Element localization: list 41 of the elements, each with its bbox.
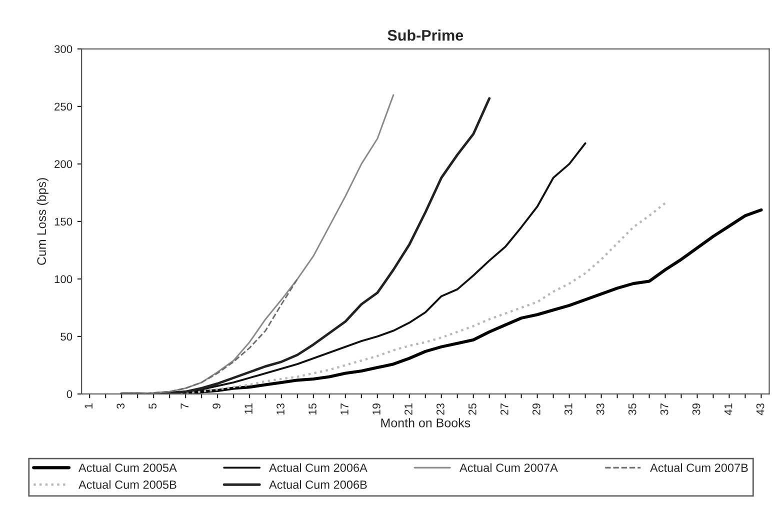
legend-label: Actual Cum 2005B — [78, 480, 176, 489]
legend-label: Actual Cum 2006A — [269, 463, 368, 472]
x-tick-label: 19 — [372, 404, 380, 415]
x-tick-label: 29 — [532, 404, 540, 415]
legend-label: Actual Cum 2007B — [650, 463, 748, 472]
y-tick-label: 100 — [54, 275, 72, 284]
chart-title: Sub-Prime — [388, 30, 464, 41]
x-tick-label: 31 — [564, 404, 572, 415]
legend-label: Actual Cum 2006B — [269, 480, 367, 489]
x-tick-label: 15 — [308, 403, 316, 415]
x-tick-label: 5 — [148, 403, 157, 409]
x-tick-label: 13 — [276, 403, 284, 415]
y-tick-label: 200 — [54, 160, 72, 168]
x-tick-label: 25 — [468, 403, 476, 415]
line-series — [120, 278, 298, 394]
y-tick-label: 300 — [54, 45, 72, 54]
x-tick-label: 23 — [436, 403, 444, 415]
line-series — [120, 97, 491, 394]
legend-label: Actual Cum 2005A — [78, 463, 177, 472]
y-tick-label: 0 — [66, 390, 72, 398]
x-tick-label: 43 — [756, 403, 764, 416]
x-tick-label: 39 — [692, 404, 700, 415]
y-tick-label: 150 — [54, 218, 72, 226]
y-tick-label: 250 — [54, 102, 72, 111]
x-tick-label: 37 — [660, 404, 668, 415]
x-tick-label: 21 — [404, 404, 412, 415]
y-axis-title: Cum Loss (bps) — [36, 178, 48, 265]
y-tick-label: 50 — [60, 332, 72, 341]
x-tick-label: 35 — [628, 403, 636, 415]
x-axis-title: Month on Books — [381, 418, 470, 428]
x-tick-label: 7 — [180, 404, 188, 409]
x-tick-label: 17 — [340, 404, 348, 415]
x-tick-label: 1 — [84, 404, 92, 408]
x-tick-label: 11 — [244, 404, 252, 414]
x-tick-label: 41 — [724, 404, 732, 416]
x-tick-label: 27 — [500, 404, 508, 415]
x-tick-label: 9 — [212, 404, 220, 409]
x-tick-label: 33 — [596, 403, 604, 415]
legend-label: Actual Cum 2007A — [460, 463, 558, 472]
line-series — [120, 208, 763, 394]
x-tick-label: 3 — [116, 403, 125, 409]
